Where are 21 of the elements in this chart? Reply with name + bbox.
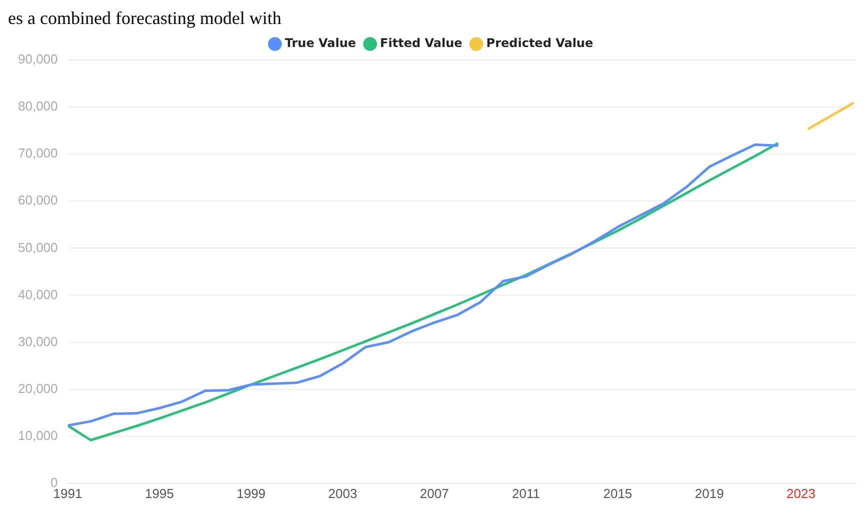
x-tick-label: 2023 <box>786 486 816 501</box>
legend-label: True Value <box>284 36 356 50</box>
text: es a combined forecasting model with <box>8 8 282 28</box>
y-tick-label: 40,000 <box>18 286 58 302</box>
y-tick-label: 90,000 <box>18 52 58 67</box>
x-tick-label: 1999 <box>236 486 266 501</box>
x-tick-label: 2003 <box>328 486 358 501</box>
x-tick-label: 1995 <box>144 486 174 501</box>
x-tick-label: 2019 <box>694 486 724 501</box>
x-tick-label: 2007 <box>420 486 449 501</box>
x-tick-label: 2015 <box>603 486 632 501</box>
y-tick-label: 80,000 <box>18 98 58 114</box>
x-tick-label: 2011 <box>512 486 540 501</box>
y-tick-label: 30,000 <box>18 334 58 349</box>
y-tick-label: 10,000 <box>18 428 58 443</box>
y-tick-label: 20,000 <box>18 380 58 396</box>
y-tick-label: 60,000 <box>18 192 58 208</box>
y-tick-label: 70,000 <box>18 146 58 161</box>
y-tick-label: 50,000 <box>18 240 58 255</box>
legend-label: Fitted Value <box>380 36 462 50</box>
legend-label: Predicted Value <box>486 36 594 50</box>
